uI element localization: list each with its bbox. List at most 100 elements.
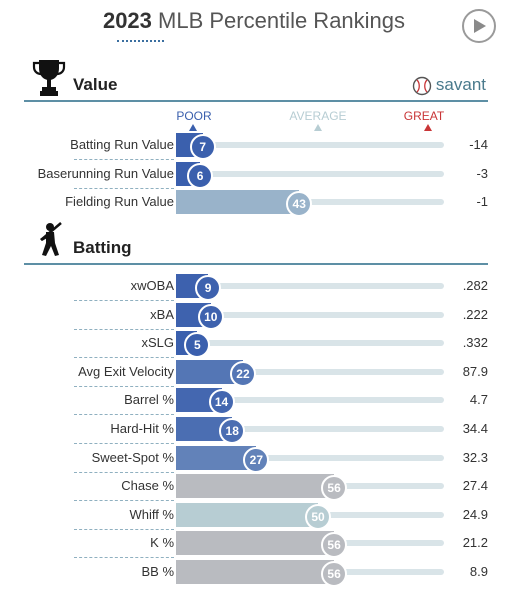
percentile-track — [176, 368, 444, 375]
row-divider — [74, 187, 174, 189]
metric-label: Fielding Run Value — [65, 194, 174, 210]
percentile-circle[interactable]: 6 — [187, 162, 214, 189]
metric-value: .282 — [462, 278, 488, 293]
play-button[interactable] — [462, 9, 496, 43]
row-divider — [74, 300, 174, 301]
percentile-circle[interactable]: 10 — [197, 303, 224, 330]
savant-text: savant — [435, 75, 486, 95]
percentile-circle[interactable]: 50 — [305, 503, 331, 530]
metric-value: 4.7 — [469, 392, 488, 408]
metric-label: Chase % — [121, 478, 174, 494]
page-title: 2023 MLB Percentile Rankings — [0, 8, 508, 34]
title-text: MLB Percentile Rankings — [151, 8, 406, 33]
percentile-circle[interactable]: 43 — [286, 191, 313, 218]
row-divider — [74, 414, 174, 416]
percentile-circle[interactable]: 14 — [208, 389, 235, 416]
percentile-circle[interactable]: 9 — [195, 275, 222, 301]
metric-row[interactable]: Batting Run Value 7 -14 — [0, 131, 508, 160]
metric-row[interactable]: Hard-Hit % 18 34.4 — [0, 415, 508, 444]
percentile-circle[interactable]: 56 — [321, 561, 348, 587]
value-section-header: Value savant — [24, 60, 488, 102]
row-divider — [74, 357, 174, 359]
row-divider — [74, 443, 174, 444]
percentile-track — [176, 454, 444, 461]
section-rule — [24, 263, 488, 265]
metric-row[interactable]: Baserunning Run Value 6 -3 — [0, 160, 508, 189]
percentile-circle[interactable]: 56 — [321, 475, 348, 502]
metric-value: 24.9 — [462, 506, 488, 522]
row-divider — [74, 557, 174, 559]
metric-value: -1 — [476, 194, 488, 210]
row-divider — [74, 500, 174, 502]
savant-logo[interactable]: savant — [412, 75, 486, 96]
metric-label: xBA — [150, 306, 174, 322]
metric-label: Avg Exit Velocity — [78, 363, 174, 379]
metric-value: 8.9 — [469, 564, 488, 579]
baseball-icon — [412, 76, 432, 96]
percentile-track — [176, 426, 444, 432]
metric-row[interactable]: BB % 56 8.9 — [0, 558, 508, 587]
play-icon — [474, 19, 486, 33]
value-section-title: Value — [73, 75, 118, 94]
metric-value: 87.9 — [462, 363, 488, 379]
metric-value: -14 — [469, 137, 488, 152]
metric-value: 27.4 — [462, 478, 488, 494]
metric-row[interactable]: Barrel % 14 4.7 — [0, 386, 508, 416]
metric-row[interactable]: xwOBA 9 .282 — [0, 272, 508, 301]
percentile-bar — [176, 474, 335, 499]
batting-section-title: Batting — [73, 238, 132, 257]
metric-label: BB % — [141, 564, 174, 579]
percentile-bar — [176, 531, 335, 556]
percentile-circle[interactable]: 5 — [184, 332, 211, 359]
metric-row[interactable]: Sweet-Spot % 27 32.3 — [0, 444, 508, 473]
percentile-circle[interactable]: 27 — [243, 446, 270, 473]
metric-row[interactable]: Avg Exit Velocity 22 87.9 — [0, 358, 508, 387]
scale-average-label: AVERAGE — [289, 109, 347, 123]
metric-label: xwOBA — [130, 278, 174, 293]
scale-poor-marker — [189, 124, 197, 131]
percentile-track — [176, 170, 444, 177]
row-divider — [74, 471, 174, 473]
metric-label: Sweet-Spot % — [91, 449, 174, 465]
title-year: 2023 — [102, 8, 152, 33]
percentile-track — [176, 340, 444, 347]
metric-label: Whiff % — [129, 506, 174, 522]
percentile-track — [176, 397, 444, 404]
row-divider — [74, 528, 174, 530]
metric-row[interactable]: Whiff % 50 24.9 — [0, 501, 508, 530]
year-dropdown-underline[interactable] — [117, 40, 164, 42]
percentile-track — [176, 311, 444, 318]
percentile-bar — [176, 502, 318, 527]
metric-value: 21.2 — [462, 535, 488, 551]
percentile-track — [176, 283, 444, 289]
percentile-track — [176, 142, 444, 148]
percentile-circle[interactable]: 22 — [229, 360, 256, 387]
scale-average-marker — [314, 124, 322, 131]
metric-label: Batting Run Value — [70, 137, 174, 152]
percentile-circle[interactable]: 56 — [321, 532, 348, 559]
row-divider — [74, 328, 174, 330]
trophy-icon — [32, 60, 66, 96]
percentile-bar — [176, 190, 300, 215]
metric-value: -3 — [476, 165, 488, 181]
section-rule — [24, 100, 488, 102]
batting-section-header: Batting — [24, 222, 488, 265]
metric-value: .332 — [462, 335, 488, 351]
scale-great-label: GREAT — [403, 109, 445, 123]
metric-label: Baserunning Run Value — [37, 165, 174, 181]
metric-row[interactable]: Chase % 56 27.4 — [0, 472, 508, 502]
percentile-circle[interactable]: 7 — [189, 134, 216, 160]
percentile-circle[interactable]: 18 — [219, 418, 246, 444]
percentile-bar — [176, 445, 257, 470]
metric-row[interactable]: xBA 10 .222 — [0, 301, 508, 330]
metric-label: K % — [150, 535, 174, 551]
metric-label: Hard-Hit % — [110, 421, 174, 436]
metric-row[interactable]: xSLG 5 .332 — [0, 329, 508, 359]
metric-value: 34.4 — [462, 421, 488, 436]
metric-row[interactable]: K % 56 21.2 — [0, 529, 508, 559]
metric-row[interactable]: Fielding Run Value 43 -1 — [0, 188, 508, 218]
metric-label: xSLG — [141, 335, 174, 351]
metric-value: .222 — [462, 306, 488, 322]
row-divider — [74, 159, 174, 160]
metric-label: Barrel % — [124, 392, 174, 408]
